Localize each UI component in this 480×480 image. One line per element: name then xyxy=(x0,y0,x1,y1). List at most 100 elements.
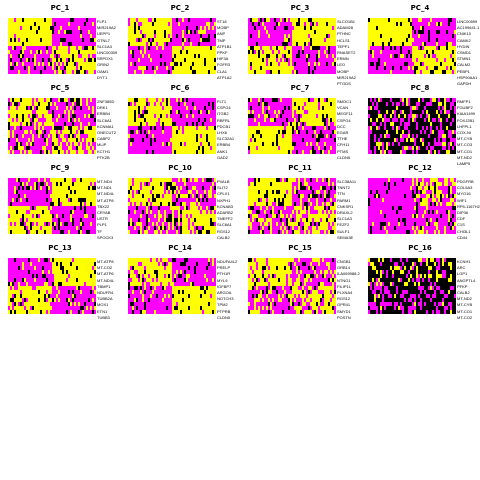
heatmap-cell xyxy=(446,114,449,119)
heatmap-cell xyxy=(308,54,311,59)
heatmap-cell xyxy=(382,130,385,135)
heatmap-cell xyxy=(252,110,255,115)
heatmap-cell xyxy=(334,22,336,27)
heatmap-cell xyxy=(162,146,165,151)
heatmap-cell xyxy=(210,26,213,31)
heatmap-cell xyxy=(282,34,285,39)
heatmap-cell xyxy=(158,146,161,151)
heatmap-cell xyxy=(394,146,397,151)
heatmap-cell xyxy=(200,134,203,139)
heatmap-cell xyxy=(394,30,397,35)
heatmap-cell xyxy=(294,146,297,151)
heatmap-cell xyxy=(172,46,175,51)
heatmap-cell xyxy=(186,138,189,143)
heatmap-cell xyxy=(252,46,255,51)
gene-label: DCC xyxy=(337,123,346,129)
heatmap-cell xyxy=(416,70,419,74)
heatmap-cell xyxy=(182,30,185,35)
heatmap-cell xyxy=(286,150,289,154)
heatmap-cell xyxy=(274,42,277,47)
heatmap-cell xyxy=(424,102,427,107)
heatmap-cell xyxy=(68,118,71,123)
heatmap-cell xyxy=(46,34,49,39)
heatmap-cell xyxy=(50,26,53,31)
heatmap-cell xyxy=(392,102,395,107)
heatmap-cell xyxy=(278,106,281,111)
heatmap-cell xyxy=(32,130,35,135)
heatmap-cell xyxy=(94,110,96,115)
heatmap-cell xyxy=(320,54,323,59)
heatmap-cell xyxy=(298,150,301,154)
heatmap-cell xyxy=(408,18,411,23)
heatmap-cell xyxy=(414,26,417,31)
heatmap-cell xyxy=(254,150,257,154)
heatmap-cell xyxy=(182,50,185,55)
heatmap-cell xyxy=(274,34,277,39)
heatmap-cell xyxy=(172,38,175,43)
heatmap-cell xyxy=(390,134,393,139)
heatmap-cell xyxy=(266,110,269,115)
heatmap-cell xyxy=(142,26,145,31)
heatmap-cell xyxy=(10,58,13,63)
heatmap-cell xyxy=(256,126,259,131)
gene-label: SLC32A1 xyxy=(217,136,235,142)
heatmap-cell xyxy=(20,58,23,63)
heatmap-cell xyxy=(274,38,277,43)
heatmap-cell xyxy=(92,98,95,103)
heatmap-cell xyxy=(444,30,447,35)
heatmap-cell xyxy=(378,34,381,39)
heatmap-cell xyxy=(80,26,83,31)
heatmap-cell xyxy=(372,126,375,131)
heatmap-cell xyxy=(390,50,393,55)
heatmap-cell xyxy=(276,126,279,131)
heatmap-cell xyxy=(156,142,159,147)
heatmap-cell xyxy=(90,50,93,55)
heatmap-cell xyxy=(170,130,173,135)
heatmap-cell xyxy=(60,54,63,59)
heatmap-cell xyxy=(166,58,169,63)
heatmap-cell xyxy=(170,114,173,119)
heatmap-cell xyxy=(12,22,15,27)
gene-label: ERBB4 xyxy=(217,142,231,148)
heatmap-cell xyxy=(272,30,275,35)
heatmap-cell xyxy=(144,106,147,111)
heatmap-cell xyxy=(184,130,187,135)
heatmap-cell xyxy=(430,22,433,27)
heatmap-cell xyxy=(254,42,257,47)
heatmap-cell xyxy=(274,122,277,127)
heatmap-cell xyxy=(410,110,413,115)
heatmap-cell xyxy=(406,66,409,71)
heatmap-cell xyxy=(382,146,385,151)
heatmap-cell xyxy=(188,18,191,23)
heatmap-cell xyxy=(80,102,83,107)
heatmap-cell xyxy=(444,134,447,139)
heatmap-cell xyxy=(34,26,37,31)
heatmap-cell xyxy=(208,130,211,135)
heatmap-cell xyxy=(424,30,427,35)
heatmap-cell xyxy=(20,106,23,111)
heatmap-cell xyxy=(48,34,51,39)
heatmap-cell xyxy=(60,30,63,35)
heatmap-cell xyxy=(16,118,19,123)
heatmap-cell xyxy=(434,98,437,103)
heatmap-cell xyxy=(174,26,177,31)
heatmap-cell xyxy=(68,46,71,51)
heatmap-cell xyxy=(144,126,147,131)
heatmap-cell xyxy=(302,54,305,59)
heatmap-cell xyxy=(192,46,195,51)
heatmap-cell xyxy=(156,134,159,139)
heatmap-cell xyxy=(10,114,13,119)
heatmap-cell xyxy=(144,30,147,35)
heatmap-cell xyxy=(20,98,23,103)
heatmap-cell xyxy=(166,134,169,139)
heatmap-cell xyxy=(162,26,165,31)
heatmap-cell xyxy=(174,146,177,151)
heatmap-cell xyxy=(260,42,263,47)
heatmap-cell xyxy=(196,46,199,51)
heatmap-cell xyxy=(368,22,371,27)
heatmap-cell xyxy=(418,102,421,107)
heatmap-cell xyxy=(372,98,375,103)
heatmap-cell xyxy=(262,22,265,27)
heatmap-cell xyxy=(70,102,73,107)
heatmap-cell xyxy=(130,30,133,35)
